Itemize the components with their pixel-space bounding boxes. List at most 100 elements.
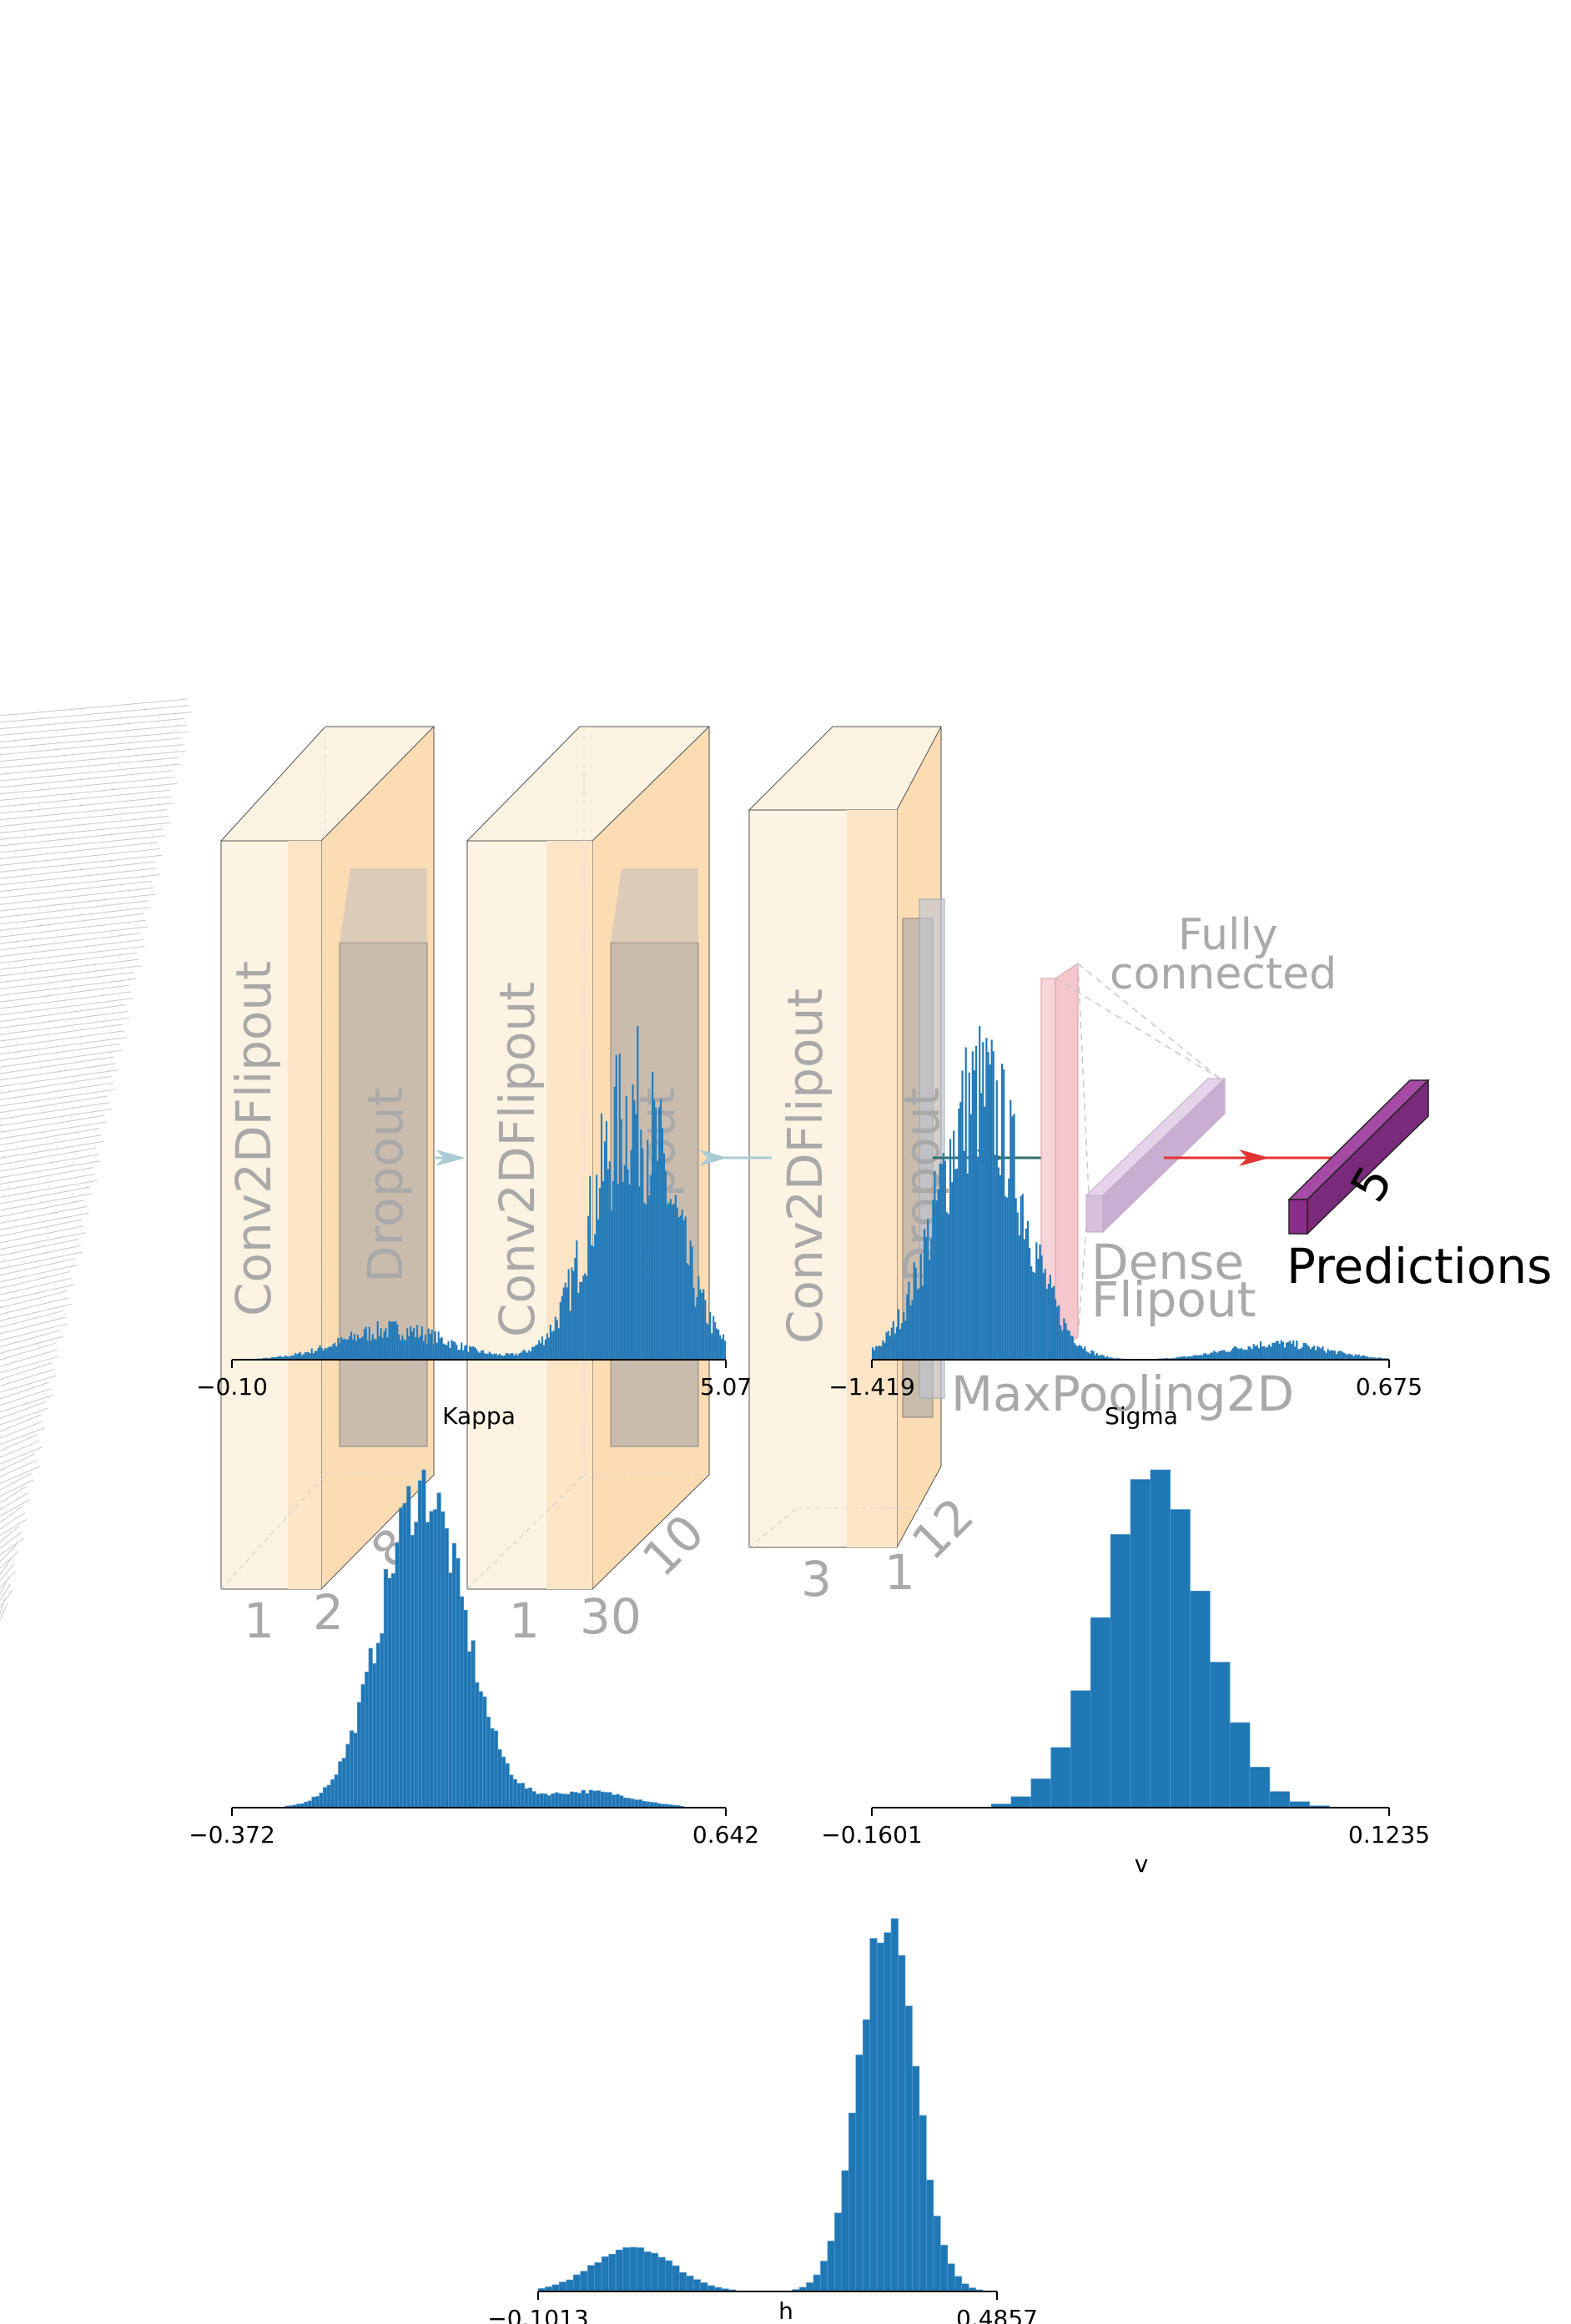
histogram-bar [350,1331,353,1361]
histogram-bar [704,1300,707,1361]
histogram-bar [372,1663,377,1808]
histogram-bar [452,1341,455,1361]
histogram-bar [653,1099,656,1361]
histogram-bar [376,1320,379,1361]
histogram-bar [528,1350,531,1361]
histogram-bar [679,1215,682,1361]
histogram-bar [1237,1348,1240,1361]
histogram-bar [659,1099,662,1361]
histogram-bar [904,2005,913,2292]
histogram-bar [344,1338,346,1361]
histogram-bar [497,1749,502,1808]
histogram-bar [1039,1244,1041,1361]
histogram-bar [332,1344,335,1361]
histogram-bar [895,1326,899,1361]
histogram-bar [1008,1178,1010,1361]
histogram-bar [380,1632,385,1808]
histogram-bar [1278,1343,1281,1361]
histogram-bar [959,1102,962,1361]
histogram-bar [648,1195,651,1361]
histogram-bar [421,1469,426,1808]
histogram-bar [681,1209,683,1361]
histogram-bar [345,1339,348,1361]
histogram-bar [1317,1346,1319,1361]
histogram-bar [607,1792,612,1808]
histogram-bar [1311,1346,1314,1361]
histogram-bar [930,1238,933,1361]
x-tick-label: −0.10 [196,1373,268,1401]
histogram-bar [1089,1353,1091,1361]
histogram-bar [464,1346,466,1361]
histogram-bar [573,1792,578,1808]
histogram-bar [314,1351,316,1361]
histogram-bar [610,1210,612,1361]
histogram-bar [1045,1289,1048,1361]
histogram-bar [581,1281,583,1361]
histogram-bar [608,1161,611,1361]
histogram-bar [1130,1479,1151,1808]
histogram-bar [475,1682,480,1808]
histogram-bar [643,2251,652,2292]
histogram-bar [424,1334,426,1361]
histogram-bar [399,1507,404,1808]
histogram-bar [661,1128,664,1361]
histogram-bar [439,1338,441,1361]
histogram-bar [1030,1265,1033,1361]
histogram-bar [718,1329,720,1361]
histogram-bar [620,1119,622,1361]
histogram-bar [567,1269,570,1361]
histogram-bar [1035,1242,1038,1361]
histogram-bar [1082,1348,1085,1361]
histogram-bar [551,2284,560,2292]
histogram-bar [711,1333,713,1361]
histogram-bar [709,1311,712,1361]
histogram-bar [615,1054,617,1361]
histogram-bar [1210,1662,1231,1808]
histogram-bar [462,1350,465,1361]
histogram-bar [966,1173,969,1361]
histogram-bar [1256,1345,1259,1361]
histogram-bar [400,1340,402,1361]
histogram-bar [448,1572,453,1808]
histogram-bar [666,1205,669,1361]
histogram-bar [481,1350,485,1361]
histogram-bar [956,1168,959,1361]
histogram-bar [311,1796,316,1808]
histogram-bar [1220,1351,1222,1361]
histogram-bar [1315,1350,1317,1361]
histogram-bar [319,1345,321,1361]
histogram-bar [911,1300,914,1361]
histogram-bar [1010,1796,1032,1808]
histogram-bar [521,1351,524,1361]
histogram-bar [505,1763,510,1808]
histogram-bar [873,1350,876,1361]
histogram-bar [1338,1351,1342,1361]
histogram-bar [580,2271,588,2292]
histogram-bar [337,1337,340,1361]
x-tick-label: −0.372 [189,1821,275,1849]
histogram-bar [897,1309,900,1361]
histogram-bar [459,1596,465,1808]
output-label: Predictions [1287,1238,1552,1295]
histogram-bar [646,1801,651,1808]
histogram-bar [375,1340,377,1361]
histogram-bar [437,1331,440,1361]
histogram-bar [927,1219,929,1361]
histogram-bar [370,1340,372,1361]
histogram-bar [602,1180,605,1361]
histogram-bar [572,1270,575,1361]
histogram-bar [924,1236,928,1361]
histogram-bar [561,1793,567,1808]
histogram-bar [701,1292,703,1361]
histogram-bar [398,1334,400,1361]
histogram-bar [1058,1305,1060,1361]
histogram-bar [1080,1346,1083,1361]
histogram-bar [879,1345,881,1361]
histogram-bar [1095,1352,1098,1361]
histogram-bar [692,2279,701,2292]
histogram-bar [671,1205,673,1361]
histogram-bar [672,1204,675,1361]
histogram-bar [417,1480,422,1808]
histogram-bar [657,1107,661,1361]
histogram-bar [712,1315,715,1361]
